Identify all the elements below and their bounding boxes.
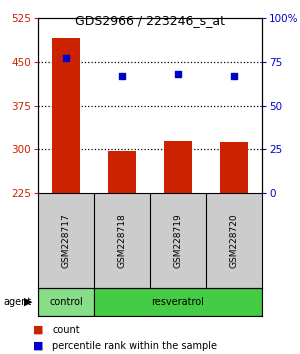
Point xyxy=(64,56,68,61)
Text: agent: agent xyxy=(3,297,31,307)
Text: count: count xyxy=(52,325,80,335)
Bar xyxy=(220,142,248,193)
Text: ■: ■ xyxy=(33,325,44,335)
Text: GSM228717: GSM228717 xyxy=(61,213,70,268)
Bar xyxy=(38,288,94,316)
Bar xyxy=(94,288,262,316)
Bar xyxy=(108,151,136,193)
Point xyxy=(232,73,236,79)
Text: ■: ■ xyxy=(33,341,44,351)
Text: GSM228720: GSM228720 xyxy=(230,213,238,268)
Point xyxy=(176,71,180,77)
Text: ▶: ▶ xyxy=(24,297,33,307)
Bar xyxy=(164,141,192,193)
Text: GSM228719: GSM228719 xyxy=(173,213,182,268)
Text: GSM228718: GSM228718 xyxy=(118,213,127,268)
Point xyxy=(120,73,124,79)
Bar xyxy=(52,39,80,193)
Text: resveratrol: resveratrol xyxy=(152,297,204,307)
Text: control: control xyxy=(49,297,83,307)
Text: percentile rank within the sample: percentile rank within the sample xyxy=(52,341,218,351)
Text: GDS2966 / 223246_s_at: GDS2966 / 223246_s_at xyxy=(75,14,225,27)
